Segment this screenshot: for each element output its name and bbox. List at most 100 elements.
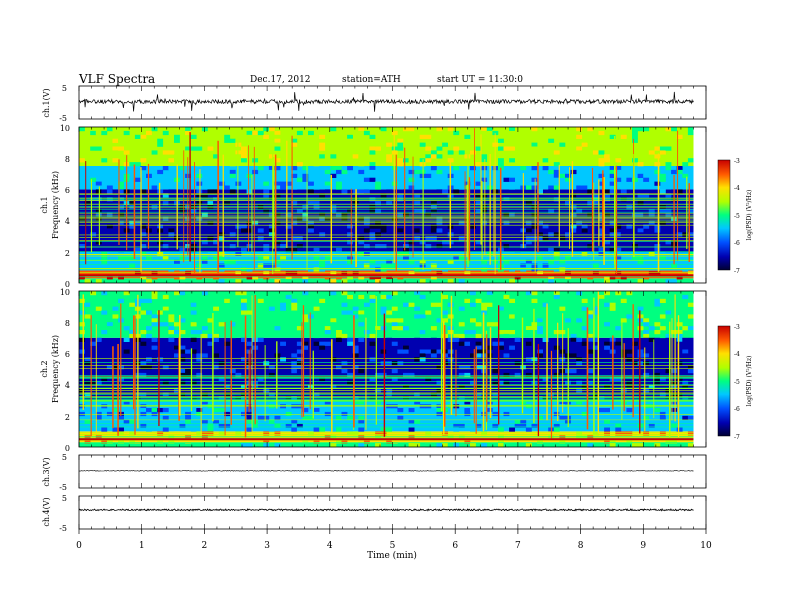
spectrogram-cell: [425, 310, 432, 315]
spectrogram-cell: [140, 251, 147, 256]
spectrogram-cell: [615, 353, 622, 358]
spectrogram-cell: [324, 318, 331, 323]
spectrogram-cell: [481, 306, 488, 311]
spectrogram-cell: [218, 263, 225, 268]
spectrogram-cell: [403, 349, 409, 354]
spectrogram-cell: [553, 341, 560, 346]
spectrogram-cell: [587, 369, 594, 374]
spectrogram-cell: [470, 318, 476, 323]
spectrogram-cell: [369, 408, 376, 413]
spectrogram-cell: [291, 306, 298, 311]
spectrogram-cell: [587, 443, 594, 448]
spectrogram-cell: [380, 294, 387, 300]
spectrogram-cell: [475, 365, 482, 370]
spectrogram-cell: [218, 361, 225, 366]
spectrogram-cell: [626, 357, 633, 362]
ch2-cb-tick-m7: -7: [734, 434, 740, 441]
spectrogram-cell: [151, 314, 158, 319]
spectrogram-cell: [224, 173, 231, 178]
spectrogram-cell: [498, 134, 504, 139]
spectrogram-cell: [118, 275, 124, 280]
spectrogram-cell: [352, 138, 359, 143]
spectrogram-cell: [218, 142, 225, 147]
spectrogram-cell: [112, 314, 119, 319]
spectrogram-cell: [358, 154, 365, 159]
spectrogram-cell: [185, 372, 191, 378]
spectrogram-cell: [140, 310, 147, 315]
ch2-spectrogram-image: [79, 291, 706, 448]
spectrogram-cell: [285, 279, 292, 284]
spectrogram-cell: [280, 181, 286, 186]
spectrogram-cell: [671, 310, 677, 315]
spectrogram-cell: [296, 369, 303, 374]
spectrogram-cell: [604, 212, 610, 217]
spectrogram-cell: [302, 322, 309, 327]
spectrogram-cell: [581, 251, 588, 256]
spectrogram-cell: [643, 415, 650, 420]
spectrogram-cell: [79, 322, 85, 327]
spectrogram-cell: [615, 177, 622, 182]
spectrogram-cell: [648, 150, 655, 155]
spectrogram-cell: [224, 154, 231, 159]
spectrogram-cell: [453, 127, 460, 132]
spectrogram-cell: [224, 158, 231, 163]
spectrogram-cell: [118, 240, 124, 245]
spectrogram-cell: [548, 138, 555, 143]
spectrogram-cell: [626, 236, 633, 241]
spectrogram-cell: [671, 400, 677, 405]
spectrogram-cell: [280, 306, 286, 311]
spectrogram-cell: [525, 177, 532, 182]
spectrogram-cell: [408, 372, 415, 378]
spectrogram-cell: [587, 314, 594, 319]
spectrogram-cell: [548, 169, 555, 175]
spectrogram-cell: [313, 162, 320, 167]
spectrogram-cell: [308, 345, 314, 350]
spectrogram-cell: [503, 380, 510, 385]
spectrogram-cell: [90, 341, 97, 346]
spectrogram-cell: [324, 162, 331, 167]
spectrogram-cell: [201, 353, 208, 358]
spectrogram-cell: [363, 361, 370, 366]
spectrogram-cell: [319, 232, 326, 237]
spectrogram-cell: [207, 423, 214, 428]
spectrogram-cell: [296, 177, 303, 182]
spectrogram-cell: [112, 138, 119, 143]
spectrogram-cell: [475, 146, 482, 151]
spectrogram-cell: [347, 372, 353, 378]
spectrogram-cell: [341, 310, 348, 315]
spectrogram-cell: [637, 193, 644, 198]
spectrogram-cell: [637, 443, 644, 448]
spectrogram-cell: [592, 310, 599, 315]
spectrogram-cell: [274, 185, 281, 190]
spectrogram-cell: [615, 345, 622, 350]
spectrogram-cell: [347, 138, 353, 143]
spectrogram-cell: [291, 271, 298, 276]
spectrogram-cell: [352, 330, 359, 335]
spectrogram-cell: [123, 419, 130, 424]
spectrogram-cell: [257, 263, 264, 268]
spectrogram-cell: [157, 341, 164, 346]
spectrogram-cell: [341, 212, 348, 217]
spectrogram-cell: [380, 349, 387, 354]
spectrogram-cell: [486, 400, 493, 405]
spectrogram-cell: [615, 166, 622, 171]
spectrogram-cell: [503, 169, 510, 175]
spectrogram-cell: [464, 439, 471, 444]
spectrogram-cell: [185, 279, 191, 284]
spectrogram-cell: [196, 142, 203, 147]
spectrogram-cell: [296, 162, 303, 167]
spectrogram-cell: [324, 275, 331, 280]
spectrogram-cell: [581, 306, 588, 311]
spectrogram-cell: [458, 134, 465, 139]
spectrogram-cell: [514, 419, 521, 424]
spectrogram-cell: [570, 205, 577, 210]
spectrogram-cell: [520, 263, 527, 268]
spectrogram-cell: [598, 173, 605, 178]
x-tick-5: 5: [390, 541, 396, 551]
spectrogram-cell: [358, 314, 365, 319]
spectrogram-cell: [643, 310, 650, 315]
spectrogram-cell: [207, 431, 214, 436]
spectrogram-cell: [514, 142, 521, 147]
spectrogram-cell: [386, 263, 393, 268]
spectrogram-cell: [268, 419, 275, 424]
